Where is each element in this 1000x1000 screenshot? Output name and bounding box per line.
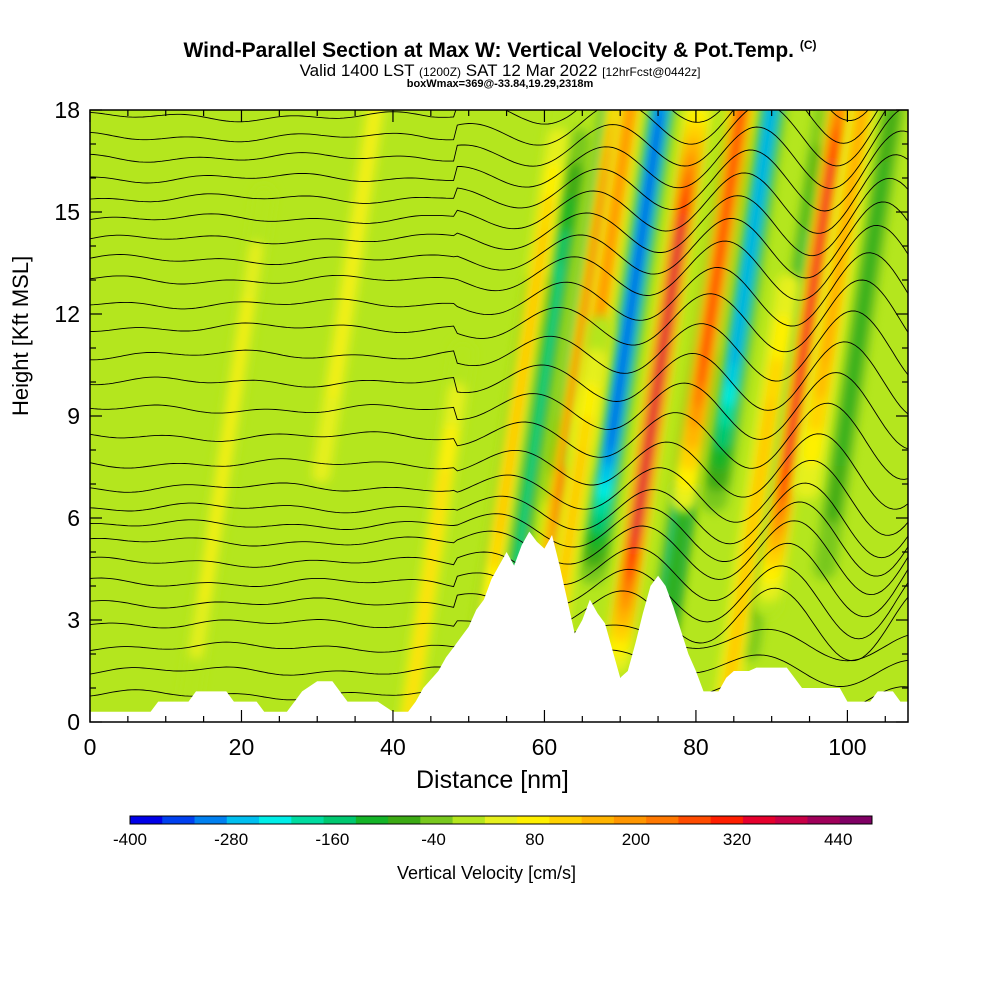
vertical-velocity-field — [90, 110, 908, 722]
colorbar-swatch — [484, 816, 518, 824]
theta-contour-line — [90, 459, 908, 536]
y-tick-label: 3 — [67, 607, 80, 633]
y-axis: 0 3 6 9 12 15 18 — [54, 97, 908, 735]
colorbar-swatch — [226, 816, 260, 824]
colorbar-title: Vertical Velocity [cm/s] — [397, 863, 577, 883]
updraft-core — [752, 110, 855, 619]
theta-contour-line — [90, 252, 908, 327]
theta-contour-line — [90, 224, 908, 301]
theta-contour-line — [90, 279, 908, 353]
colorbar-tick-label: -280 — [214, 830, 248, 849]
theta-contour-line — [90, 402, 908, 480]
theta-contour-line — [90, 110, 869, 125]
x-tick-label: 60 — [532, 734, 558, 760]
colorbar-swatch — [678, 816, 712, 824]
colorbar: -400 -280 -160 -40 80 200 320 440 — [113, 815, 873, 849]
theta-contour-line — [90, 372, 908, 450]
colorbar-swatch — [194, 816, 228, 824]
x-tick-label: 0 — [84, 734, 97, 760]
theta-contour-line — [90, 110, 887, 167]
colorbar-swatch — [291, 816, 325, 824]
colorbar-swatch — [259, 816, 292, 824]
x-tick-label: 20 — [229, 734, 255, 760]
y-tick-label: 18 — [54, 97, 80, 123]
colorbar-frame — [129, 815, 873, 825]
colorbar-tick-label: -400 — [113, 830, 147, 849]
downdraft-core — [700, 110, 786, 513]
theta-contour-line — [90, 201, 908, 279]
x-tick-label: 40 — [380, 734, 406, 760]
theta-contour-line — [90, 310, 908, 382]
colorbar-tick-label: -40 — [421, 830, 446, 849]
x-tick-label: 80 — [683, 734, 709, 760]
colorbar-swatch — [517, 816, 550, 824]
updraft-core — [468, 110, 576, 670]
colorbar-swatch — [775, 816, 808, 824]
y-axis-title: Height [Kft MSL] — [8, 255, 33, 416]
colorbar-tick-label: 440 — [824, 830, 852, 849]
chart-subtitle-box: boxWmax=369@-33.84,19.29,2318m — [406, 78, 594, 90]
theta-contour-line — [90, 482, 908, 559]
updraft-core — [312, 110, 385, 483]
copyright-mark: (C) — [799, 38, 817, 52]
downdraft-core — [578, 110, 675, 585]
colorbar-swatch — [549, 816, 583, 824]
colorbar-swatch — [452, 816, 486, 824]
colorbar-swatch — [388, 816, 421, 824]
colorbar-swatch — [807, 816, 841, 824]
x-axis: 0 20 40 60 80 100 — [84, 110, 886, 760]
colorbar-swatch — [839, 816, 873, 824]
colorbar-swatch — [130, 816, 163, 824]
theta-contour-line — [90, 341, 908, 415]
terrain-mask — [90, 531, 908, 722]
chart-subtitle: Valid 1400 LST (1200Z) SAT 12 Mar 2022 [… — [299, 61, 701, 80]
y-tick-label: 9 — [67, 403, 80, 429]
colorbar-tick-label: -160 — [315, 830, 349, 849]
theta-contour-line — [90, 110, 901, 189]
colorbar-tick-label: 200 — [622, 830, 650, 849]
theta-contour-line — [90, 433, 908, 510]
updraft-core — [669, 110, 756, 513]
colorbar-swatch — [613, 816, 647, 824]
colorbar-tick-label: 320 — [723, 830, 751, 849]
chart-title: Wind-Parallel Section at Max W: Vertical… — [183, 38, 817, 62]
colorbar-swatch — [162, 816, 196, 824]
y-tick-label: 6 — [67, 505, 80, 531]
colorbar-swatch — [581, 816, 615, 824]
updraft-core — [793, 110, 876, 500]
colorbar-tick-label: 80 — [525, 830, 544, 849]
y-tick-label: 0 — [67, 709, 80, 735]
colorbar-swatch — [323, 816, 357, 824]
theta-contour-line — [90, 177, 908, 257]
colorbar-swatch — [646, 816, 679, 824]
theta-contour-line — [90, 501, 908, 577]
y-tick-label: 12 — [54, 301, 80, 327]
theta-contour-line — [90, 542, 908, 618]
colorbar-swatch — [742, 816, 776, 824]
x-axis-title: Distance [nm] — [416, 766, 569, 794]
theta-contour-line — [90, 520, 908, 596]
colorbar-swatch — [420, 816, 454, 824]
theta-contour-line — [90, 154, 908, 234]
theta-contour-line — [90, 110, 879, 146]
theta-contour-line — [90, 130, 908, 212]
y-tick-label: 15 — [54, 199, 80, 225]
colorbar-swatch — [355, 816, 389, 824]
x-tick-label: 100 — [828, 734, 866, 760]
colorbar-swatch — [710, 816, 744, 824]
